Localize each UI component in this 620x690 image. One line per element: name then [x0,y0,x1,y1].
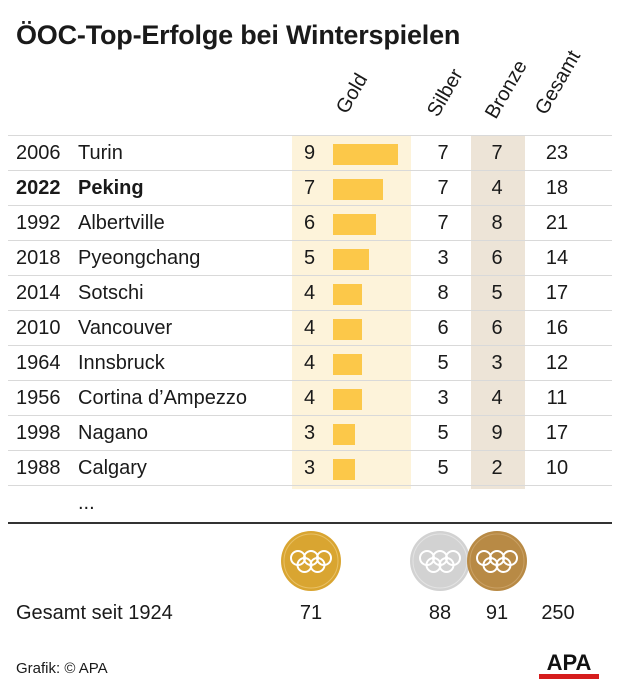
row-gesamt: 14 [545,247,569,269]
row-year: 2010 [16,317,61,339]
row-city: Calgary [78,457,147,479]
table-row: 1998 Nagano 3 5 9 17 [8,415,612,451]
row-gold: 3 [304,422,316,444]
column-header-bronze: Bronze [481,56,532,123]
gold-bar [333,179,384,200]
gold-bar [333,354,362,375]
row-year: 2018 [16,247,61,269]
row-bronze: 9 [491,422,503,444]
row-bronze: 6 [491,247,503,269]
gold-bar [333,424,355,445]
row-city: Vancouver [78,317,173,339]
row-gesamt: 16 [545,317,569,339]
row-silber: 5 [437,422,449,444]
row-city: Turin [78,142,123,164]
row-gold: 4 [304,282,316,304]
bronze-column-band [471,135,525,489]
row-gesamt: 17 [545,282,569,304]
gold-medal-icon [280,530,342,592]
row-year: 2014 [16,282,61,304]
row-bronze: 5 [491,282,503,304]
row-city: Sotschi [78,282,144,304]
row-bronze: 7 [491,142,503,164]
gold-bar [333,284,362,305]
row-silber: 3 [437,387,449,409]
row-year: 1992 [16,212,61,234]
total-bronze: 91 [485,602,509,624]
row-bronze: 4 [491,177,503,199]
row-year: 2022 [16,177,61,199]
gold-bar [333,459,355,480]
more-rows-ellipsis: ... [78,492,95,514]
gold-bar [333,319,362,340]
totals-label: Gesamt seit 1924 [16,602,173,624]
row-silber: 6 [437,317,449,339]
row-gold: 4 [304,387,316,409]
row-silber: 3 [437,247,449,269]
row-gesamt: 12 [545,352,569,374]
row-silber: 5 [437,352,449,374]
table-row: 1964 Innsbruck 4 5 3 12 [8,345,612,381]
row-gold: 4 [304,317,316,339]
row-gesamt: 18 [545,177,569,199]
table-row: 2022 Peking 7 7 4 18 [8,170,612,206]
row-silber: 8 [437,282,449,304]
row-gesamt: 21 [545,212,569,234]
row-bronze: 8 [491,212,503,234]
column-header-silber: Silber [423,65,468,121]
table-row: 1988 Calgary 3 5 2 10 [8,450,612,486]
apa-logo: APA [539,650,599,679]
row-silber: 7 [437,142,449,164]
row-gesamt: 11 [546,387,568,409]
row-bronze: 2 [491,457,503,479]
row-year: 2006 [16,142,61,164]
row-gesamt: 23 [545,142,569,164]
row-year: 1998 [16,422,61,444]
gold-bar [333,144,398,165]
row-city: Nagano [78,422,149,444]
row-silber: 5 [437,457,449,479]
row-gold: 6 [304,212,316,234]
apa-logo-text: APA [547,650,592,675]
table-row: 2014 Sotschi 4 8 5 17 [8,275,612,311]
total-silber: 88 [428,602,452,624]
row-bronze: 3 [491,352,503,374]
table-row: 1992 Albertville 6 7 8 21 [8,205,612,241]
bronze-medal-icon [466,530,528,592]
row-gold: 7 [304,177,316,199]
total-gold: 71 [299,602,323,624]
table-row: 1956 Cortina d’Ampezzo 4 3 4 11 [8,380,612,416]
row-silber: 7 [437,212,449,234]
table-row: 2010 Vancouver 4 6 6 16 [8,310,612,346]
table-row: 2006 Turin 9 7 7 23 [8,135,612,171]
row-silber: 7 [437,177,449,199]
row-gold: 3 [304,457,316,479]
row-bronze: 4 [491,387,503,409]
row-gesamt: 17 [545,422,569,444]
column-header-gesamt: Gesamt [531,46,586,119]
row-city: Cortina d’Ampezzo [78,387,247,409]
gold-bar [333,249,369,270]
totals-divider [8,522,612,524]
row-city: Peking [78,177,144,199]
column-header-gold: Gold [332,69,373,118]
source-credit: Grafik: © APA [16,660,108,677]
row-city: Albertville [78,212,165,234]
silver-medal-icon [409,530,471,592]
row-year: 1988 [16,457,61,479]
row-city: Innsbruck [78,352,165,374]
total-gesamt: 250 [541,602,575,624]
row-city: Pyeongchang [78,247,201,269]
chart-title: ÖOC-Top-Erfolge bei Winterspielen [16,20,461,50]
row-gold: 4 [304,352,316,374]
row-gold: 9 [304,142,316,164]
row-year: 1956 [16,387,61,409]
row-bronze: 6 [491,317,503,339]
gold-bar [333,214,377,235]
row-gold: 5 [304,247,316,269]
table-row: 2018 Pyeongchang 5 3 6 14 [8,240,612,276]
row-gesamt: 10 [545,457,569,479]
gold-bar [333,389,362,410]
row-year: 1964 [16,352,61,374]
